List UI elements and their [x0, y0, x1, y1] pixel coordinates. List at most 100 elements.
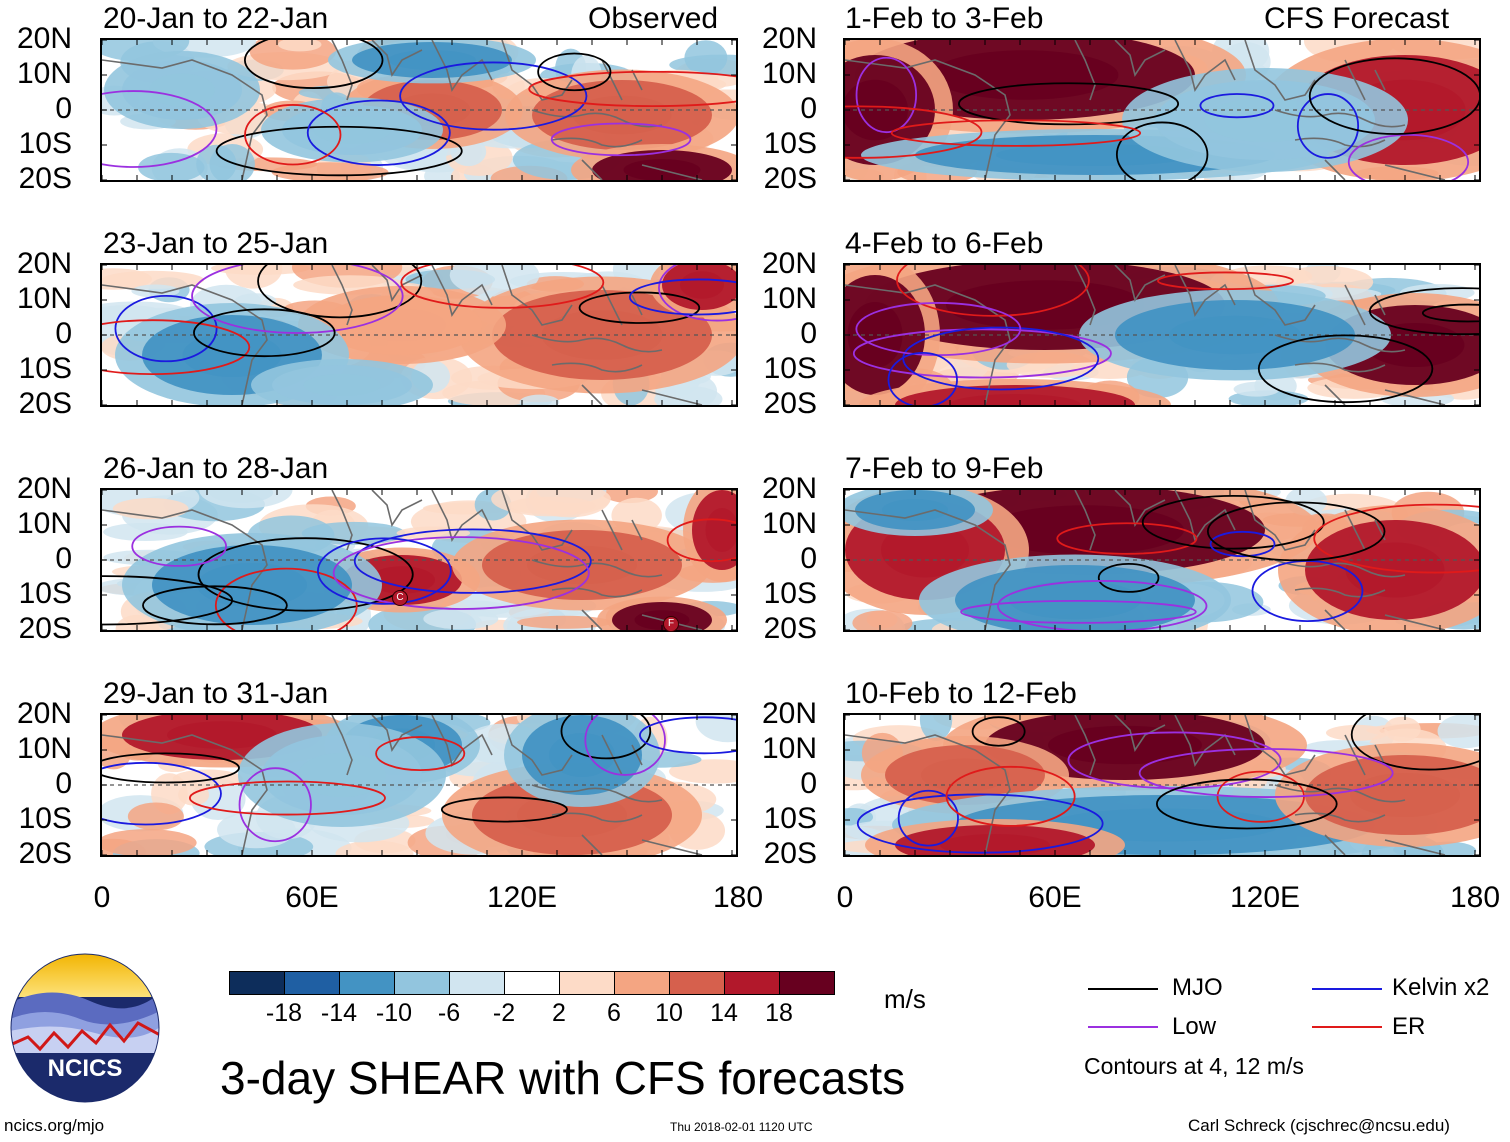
lon-label-180-right: 180 [1449, 881, 1501, 914]
main-title: 3-day SHEAR with CFS forecasts [220, 1052, 906, 1104]
lat-label: 0 [55, 542, 72, 575]
panel-title-fc-1: 1-Feb to 3-Feb [845, 2, 1044, 35]
lat-label: 10N [761, 57, 817, 90]
map-panel-obs-2 [100, 263, 738, 407]
lat-label: 10S [18, 127, 72, 160]
lat-label: 20N [761, 22, 817, 55]
lat-label: 10N [16, 507, 72, 540]
map-panel-obs-4 [100, 713, 738, 857]
colorbar-units: m/s [884, 984, 926, 1014]
colorbar-tick-label: 14 [710, 999, 738, 1027]
colorbar-tick-label: -10 [375, 999, 413, 1027]
colorbar-swatch [504, 971, 560, 995]
lat-label: 20S [763, 162, 817, 195]
panel-title-fc-3: 7-Feb to 9-Feb [845, 452, 1044, 485]
legend-er-label: ER [1392, 1013, 1426, 1040]
lat-label: 20N [16, 247, 72, 280]
map-panel-fc-3 [843, 488, 1481, 632]
shear-field-map [102, 40, 736, 180]
panel-title-fc-4: 10-Feb to 12-Feb [845, 677, 1077, 710]
legend-er-line [1312, 1026, 1382, 1028]
lat-label: 0 [55, 317, 72, 350]
storm-marker-c: C [392, 590, 408, 606]
lat-label: 10S [763, 127, 817, 160]
lat-label: 10N [761, 507, 817, 540]
ncics-logo: NCICS [10, 953, 160, 1103]
colorbar-tick-label: 2 [552, 999, 566, 1027]
colorbar-tick-label: -14 [320, 999, 358, 1027]
lat-label: 10N [761, 732, 817, 765]
map-panel-obs-1 [100, 38, 738, 182]
panel-title-obs-3: 26-Jan to 28-Jan [103, 452, 329, 485]
panel-title-fc-2: 4-Feb to 6-Feb [845, 227, 1044, 260]
logo-text: NCICS [48, 1055, 123, 1082]
ncics-logo-graphic: NCICS [10, 953, 160, 1103]
colorbar-swatch [614, 971, 670, 995]
legend-mjo-label: MJO [1172, 974, 1223, 1001]
colorbar-swatch [559, 971, 615, 995]
shear-field-map [845, 265, 1479, 405]
legend-low-line [1088, 1026, 1158, 1028]
colorbar-tick-label: 6 [607, 999, 621, 1027]
lat-label: 20S [763, 387, 817, 420]
shear-field-map [102, 715, 736, 855]
lat-label: 0 [55, 767, 72, 800]
map-panel-obs-3 [100, 488, 738, 632]
lat-label: 10N [16, 282, 72, 315]
map-panel-fc-4 [843, 713, 1481, 857]
colorbar-tick-label: 18 [765, 999, 793, 1027]
lon-label-180-left: 180 [712, 881, 764, 914]
colorbar-swatch [229, 971, 285, 995]
lat-label: 10N [16, 57, 72, 90]
colorbar-swatch [339, 971, 395, 995]
storm-marker-f: F [663, 616, 679, 632]
lat-label: 10S [763, 802, 817, 835]
lat-label: 10S [18, 352, 72, 385]
shear-field-map [845, 40, 1479, 180]
lon-label-60e-right: 60E [1028, 881, 1082, 914]
lon-label-0-right: 0 [836, 881, 854, 914]
contours-note: Contours at 4, 12 m/s [1084, 1053, 1304, 1079]
shear-field-map [102, 265, 736, 405]
lon-label-0-left: 0 [93, 881, 111, 914]
lat-label: 0 [800, 542, 817, 575]
lat-label: 0 [800, 317, 817, 350]
colorbar-swatch [394, 971, 450, 995]
lat-label: 20N [761, 697, 817, 730]
colorbar-tick-label: -6 [437, 999, 461, 1027]
legend-kelvin-label: Kelvin x2 [1392, 974, 1490, 1001]
map-panel-fc-1 [843, 38, 1481, 182]
legend-low-label: Low [1172, 1013, 1217, 1040]
credit: Carl Schreck (cjschrec@ncsu.edu) [1188, 1116, 1450, 1135]
lat-label: 10N [16, 732, 72, 765]
shear-field-map [845, 490, 1479, 630]
lat-label: 10S [763, 577, 817, 610]
lat-label: 10N [761, 282, 817, 315]
ncics-url-link[interactable]: ncics.org/mjo [4, 1116, 105, 1135]
lat-label: 10S [18, 577, 72, 610]
lon-label-120e-right: 120E [1229, 881, 1301, 914]
lon-label-120e-left: 120E [486, 881, 558, 914]
colorbar-swatch [669, 971, 725, 995]
lat-label: 0 [800, 92, 817, 125]
timestamp: Thu 2018-02-01 1120 UTC [670, 1120, 813, 1134]
lat-label: 20N [16, 697, 72, 730]
lat-label: 20S [18, 162, 72, 195]
shear-field-map [845, 715, 1479, 855]
panel-title-obs-1: 20-Jan to 22-Jan [103, 2, 329, 35]
lat-label: 0 [800, 767, 817, 800]
colorbar-swatch [724, 971, 780, 995]
panel-title-obs-4: 29-Jan to 31-Jan [103, 677, 329, 710]
lon-label-60e-left: 60E [285, 881, 339, 914]
lat-label: 20S [763, 612, 817, 645]
lat-label: 20S [18, 387, 72, 420]
lat-label: 20N [16, 22, 72, 55]
colorbar-swatch [449, 971, 505, 995]
lat-label: 10S [18, 802, 72, 835]
lat-label: 20N [16, 472, 72, 505]
legend-kelvin-line [1312, 988, 1382, 990]
lat-label: 20S [763, 837, 817, 870]
lat-label: 20N [761, 247, 817, 280]
colorbar-tick-label: 10 [655, 999, 683, 1027]
lat-label: 20S [18, 612, 72, 645]
